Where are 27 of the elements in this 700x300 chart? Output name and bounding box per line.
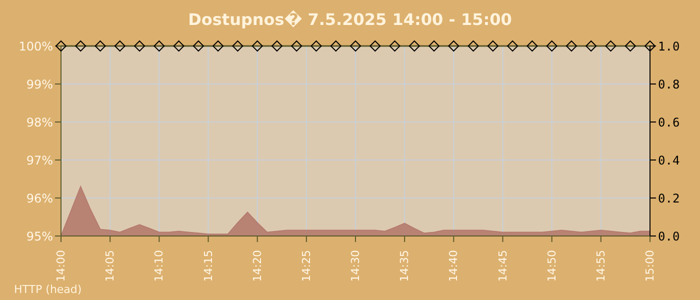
x-tick-label: 14:25 — [300, 250, 313, 282]
y-tick-label: 100% — [18, 39, 53, 54]
y-tick-label: 96% — [26, 191, 53, 206]
x-tick-label: 14:35 — [398, 250, 412, 282]
x-tick-label: 15:00 — [644, 250, 656, 282]
x-tick-label: 14:40 — [447, 250, 460, 282]
chart-title: Dostupnos� 7.5.2025 14:00 - 15:00 — [187, 10, 513, 29]
x-tick-label: 14:00 — [54, 250, 68, 282]
y-tick-label: 98% — [26, 115, 53, 130]
y-tick-label: 95% — [26, 229, 53, 244]
x-tick-label: 14:15 — [202, 250, 215, 282]
x-tick-label: 14:05 — [104, 250, 117, 282]
y2-tick-label: 0.8 — [658, 77, 680, 92]
text: HTTP (head) — [14, 283, 82, 296]
x-tick-label: 14:55 — [594, 250, 608, 282]
x-tick-label: 14:45 — [496, 250, 510, 282]
x-tick-label: 14:10 — [152, 250, 166, 282]
x-tick-label: 14:20 — [250, 250, 264, 282]
y2-tick-label: 0.2 — [658, 191, 680, 206]
y2-tick-label: 0.4 — [658, 153, 680, 168]
x-tick-label: 14:30 — [349, 250, 362, 282]
y2-tick-label: 0.6 — [658, 115, 680, 130]
y2-tick-label: 0.0 — [658, 229, 680, 244]
x-tick-label: 14:50 — [545, 250, 558, 282]
y2-tick-label: 1.0 — [658, 39, 680, 54]
y-tick-label: 97% — [26, 153, 53, 168]
y-tick-label: 99% — [26, 77, 53, 92]
